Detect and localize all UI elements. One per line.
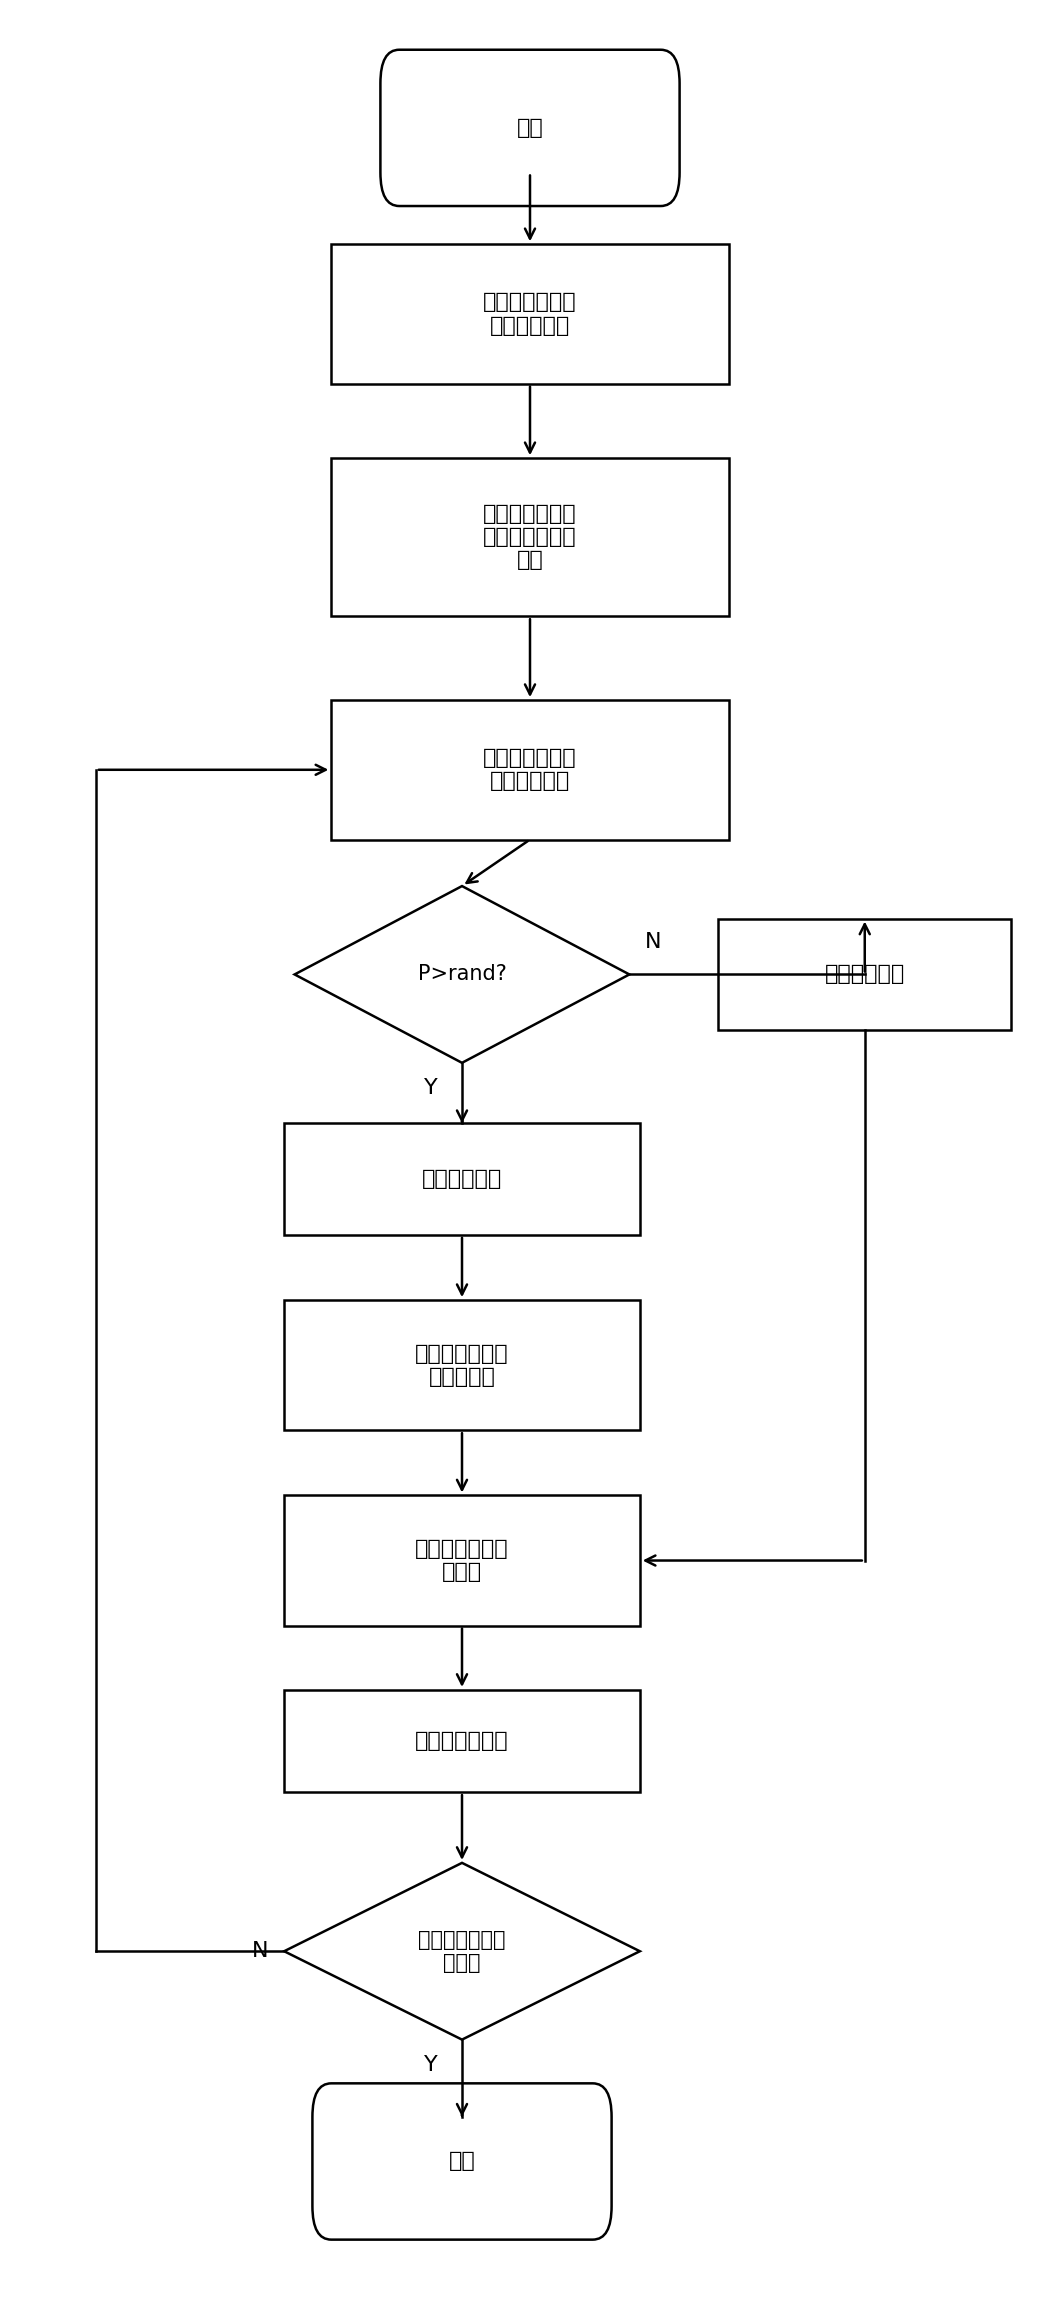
Text: Y: Y (424, 1077, 438, 1098)
Text: 对全局最优解进
行柯西变异: 对全局最优解进 行柯西变异 (416, 1344, 509, 1386)
Bar (719, 919, 1011, 1031)
FancyBboxPatch shape (381, 49, 679, 207)
Bar (331, 457, 729, 617)
Text: 计算个体适应度
并构建精英蝴蝶
种群: 计算个体适应度 并构建精英蝴蝶 种群 (483, 504, 577, 571)
FancyBboxPatch shape (313, 2084, 612, 2240)
Text: 全局位置搜索: 全局位置搜索 (422, 1170, 502, 1188)
Text: 局部位置搜索: 局部位置搜索 (825, 966, 905, 984)
Bar (284, 1123, 640, 1235)
Text: N: N (646, 933, 661, 952)
Text: P>rand?: P>rand? (418, 966, 507, 984)
Polygon shape (284, 1864, 640, 2040)
Polygon shape (295, 887, 630, 1063)
Bar (331, 244, 729, 383)
Bar (331, 701, 729, 840)
Bar (284, 1495, 640, 1625)
Text: 计算每只蝴蝶产
生的香味浓度: 计算每只蝴蝶产 生的香味浓度 (483, 747, 577, 791)
Text: 结束: 结束 (448, 2152, 475, 2172)
Bar (284, 1690, 640, 1792)
Text: 更新个体和全局
最优解: 更新个体和全局 最优解 (416, 1539, 509, 1583)
Text: 正余弦指引机制: 正余弦指引机制 (416, 1731, 509, 1750)
Text: 开始: 开始 (516, 118, 544, 137)
Bar (284, 1300, 640, 1430)
Text: 初始化种群并产
生反向解蝴蝶: 初始化种群并产 生反向解蝴蝶 (483, 292, 577, 337)
Text: Y: Y (424, 2054, 438, 2075)
Text: 是否达到最大迭
代次数: 是否达到最大迭 代次数 (419, 1929, 506, 1973)
Text: N: N (252, 1940, 268, 1961)
